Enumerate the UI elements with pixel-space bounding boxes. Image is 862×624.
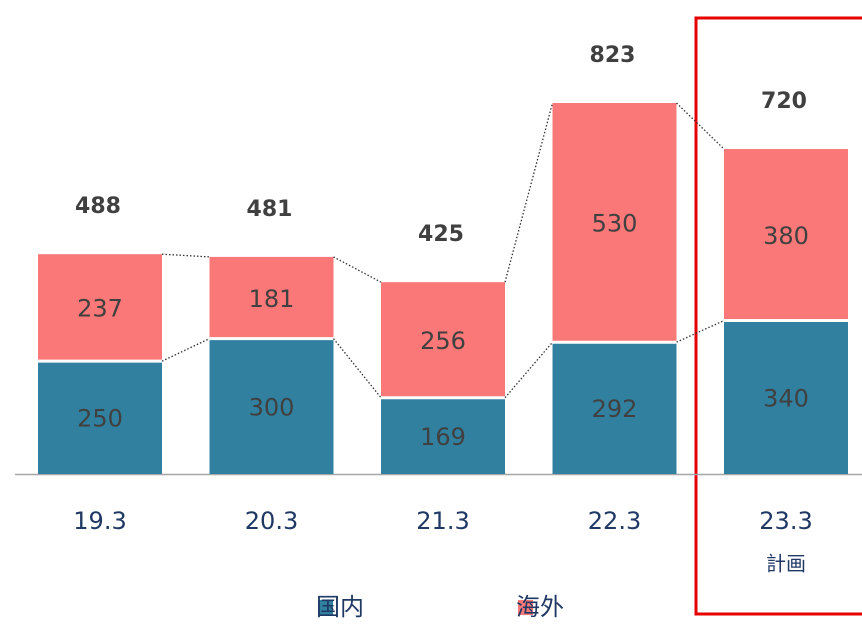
segment-label: 181: [249, 285, 295, 313]
bar-segment: [38, 361, 162, 474]
connector: [161, 253, 210, 258]
segment-label: 292: [592, 395, 638, 423]
segment-label: 380: [763, 222, 809, 250]
legend-label: 国内: [316, 593, 364, 621]
x-tick-label: 20.3: [245, 507, 298, 535]
bar-segment: [381, 397, 505, 474]
segment-label: 256: [420, 327, 466, 355]
segment-label: 237: [77, 295, 123, 323]
bar-segment: [724, 320, 848, 474]
legend-swatch: [518, 600, 533, 615]
segment-label: 169: [420, 423, 466, 451]
total-label: 425: [418, 222, 464, 247]
x-tick-label: 22.3: [588, 507, 641, 535]
connector: [504, 341, 553, 399]
segment-label: 300: [249, 393, 295, 421]
total-label: 823: [590, 43, 636, 68]
bar-segment: [381, 282, 505, 398]
connector: [504, 102, 554, 283]
bar-segment: [724, 149, 848, 321]
total-label: 481: [247, 197, 293, 222]
bar-segment: [209, 256, 334, 339]
connector: [676, 102, 725, 150]
highlight-box: [694, 16, 862, 616]
connector: [332, 338, 382, 399]
bar-segment: [38, 254, 162, 362]
x-tick-label: 23.3: [759, 507, 812, 535]
legend-label: 海外: [516, 593, 564, 621]
connector: [333, 256, 382, 283]
segment-label: 250: [77, 405, 123, 433]
total-label: 488: [75, 194, 121, 219]
x-tick-label: 21.3: [416, 507, 469, 535]
bar-segment: [552, 103, 677, 343]
total-label: 720: [761, 89, 807, 114]
legend-swatch: [318, 600, 333, 615]
segment-label: 340: [763, 384, 809, 412]
connector: [676, 319, 725, 343]
bar-segment: [552, 342, 677, 474]
segment-label: 530: [592, 210, 638, 238]
x-tick-label: 19.3: [73, 507, 126, 535]
connector: [161, 338, 210, 362]
annotation: 計画: [766, 552, 806, 576]
bar-segment: [209, 338, 334, 474]
